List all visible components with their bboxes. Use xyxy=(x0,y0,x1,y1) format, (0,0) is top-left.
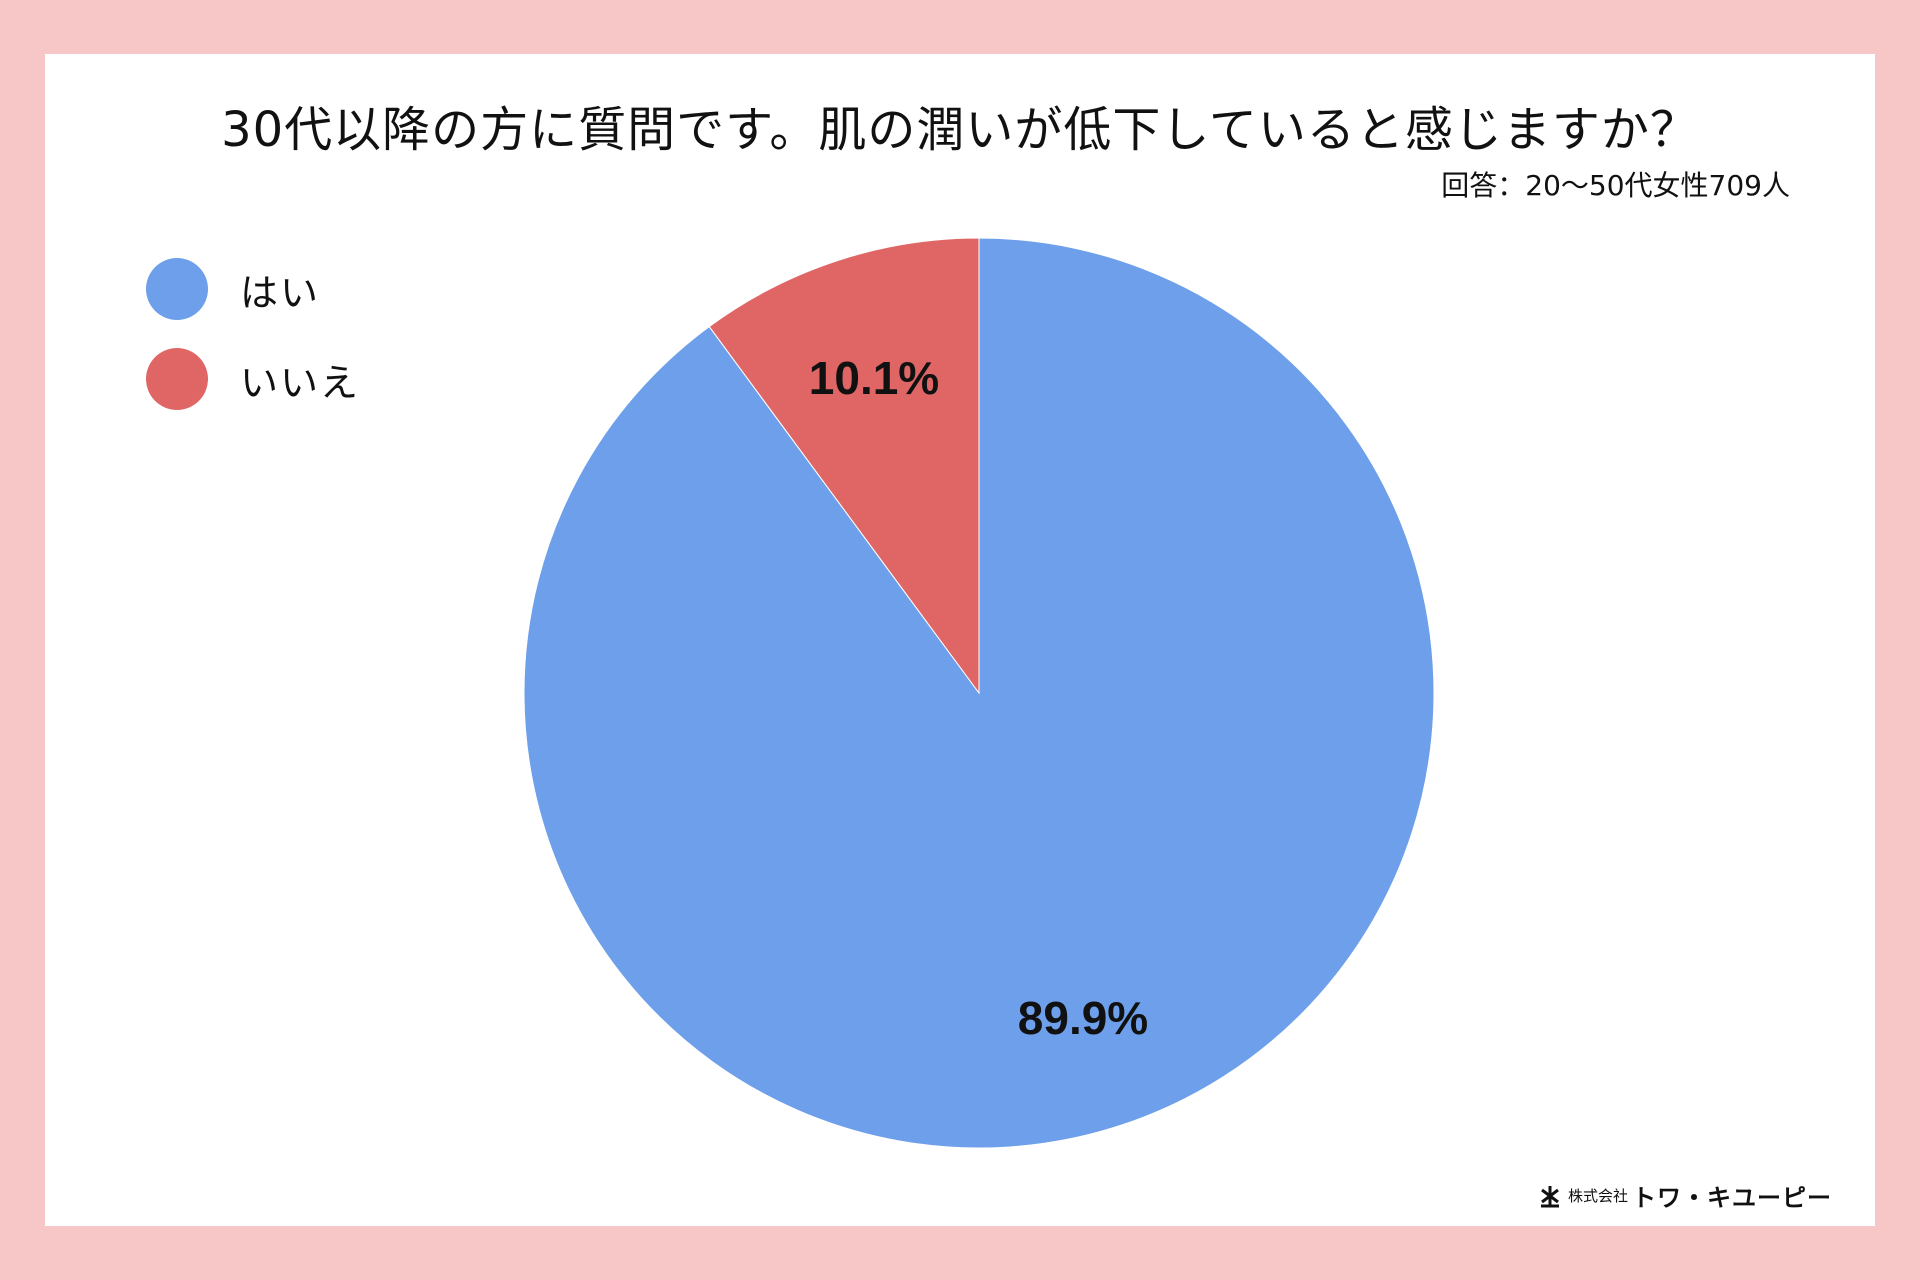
legend-label-no: いいえ xyxy=(240,360,361,405)
legend-label-yes: はい xyxy=(240,270,321,315)
pie-slices xyxy=(523,237,1435,1149)
slice-label-yes: 89.9% xyxy=(1018,992,1148,1044)
legend-item-yes: はい xyxy=(146,258,360,320)
slice-label-no: 10.1% xyxy=(809,352,939,404)
company-logo: 株式会社 トワ・キユーピー xyxy=(1538,1178,1832,1213)
chart-subtitle: 回答：20〜50代女性709人 xyxy=(1441,169,1790,202)
chart-legend: はい いいえ xyxy=(146,258,360,438)
pie-slice-no xyxy=(708,237,980,695)
chart-title: 30代以降の方に質問です。肌の潤いが低下していると感じますか？ xyxy=(221,102,1699,158)
legend-swatch-yes xyxy=(146,258,208,320)
legend-swatch-no xyxy=(146,348,208,410)
company-logo-icon xyxy=(1540,1185,1559,1207)
legend-item-no: いいえ xyxy=(146,348,360,410)
company-prefix: 株式会社 xyxy=(1567,1187,1628,1205)
company-name: トワ・キユーピー xyxy=(1632,1184,1832,1212)
